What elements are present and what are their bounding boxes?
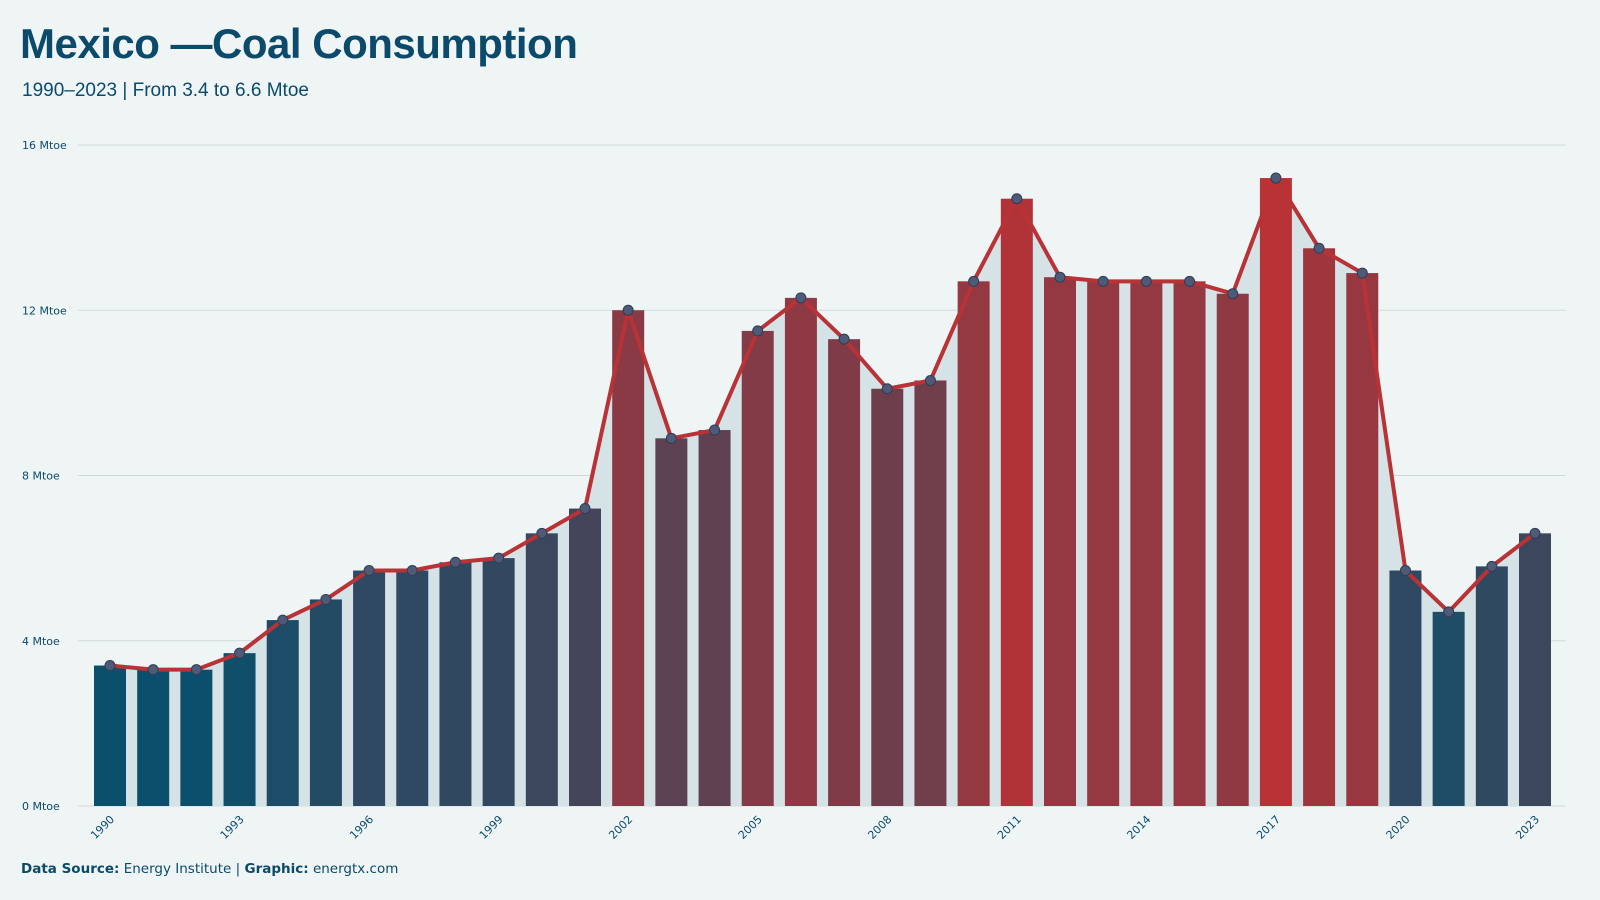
data-point-2003: [665, 432, 677, 444]
x-tick-label: 1996: [347, 813, 376, 842]
x-tick-label: 1990: [88, 813, 117, 842]
bar-2014: [1130, 281, 1163, 806]
data-point-2009: [924, 374, 936, 386]
bar-2005: [741, 330, 774, 806]
data-point-2014: [1140, 275, 1152, 287]
data-point-1992: [190, 664, 202, 676]
bar-1995: [309, 599, 342, 806]
footer: Data Source: Energy Institute | Graphic:…: [21, 861, 398, 877]
bar-1996: [353, 570, 386, 806]
bar-2004: [698, 430, 731, 806]
bar-2018: [1303, 248, 1336, 806]
x-tick-label: 2005: [736, 813, 765, 842]
data-point-1993: [234, 647, 246, 659]
bar-2017: [1259, 178, 1292, 807]
data-point-2002: [622, 304, 634, 316]
data-point-2021: [1443, 606, 1455, 618]
y-tick-label: 4 Mtoe: [22, 635, 60, 648]
data-point-1999: [493, 552, 505, 564]
bar-1997: [396, 570, 429, 806]
data-point-1996: [363, 565, 375, 577]
chart-title: Mexico —Coal Consumption: [20, 20, 578, 67]
x-tick-label: 2020: [1384, 813, 1413, 842]
bar-2006: [784, 297, 817, 806]
data-point-2008: [881, 383, 893, 395]
data-point-2019: [1356, 267, 1368, 279]
data-point-2022: [1486, 560, 1498, 572]
bar-2010: [957, 281, 990, 806]
source-label: Data Source:: [21, 861, 120, 877]
y-tick-label: 12 Mtoe: [22, 304, 67, 317]
bar-2012: [1044, 277, 1076, 806]
bar-2022: [1475, 566, 1508, 806]
bar-2008: [871, 388, 904, 806]
bar-2016: [1216, 293, 1249, 807]
bar-2003: [655, 438, 688, 806]
data-point-2001: [579, 503, 591, 515]
x-tick-label: 2017: [1254, 813, 1283, 842]
data-point-2012: [1054, 271, 1066, 283]
bar-2000: [525, 533, 558, 806]
x-tick-label: 2011: [995, 813, 1024, 842]
bar-2013: [1087, 281, 1120, 806]
bar-2011: [1000, 198, 1033, 807]
data-point-2015: [1184, 275, 1196, 287]
bar-2020: [1389, 570, 1422, 806]
data-point-1990: [104, 660, 116, 672]
bar-2002: [612, 310, 645, 806]
bar-1991: [137, 669, 170, 806]
bar-1999: [482, 558, 515, 806]
bar-1994: [266, 620, 299, 806]
data-point-2018: [1313, 242, 1325, 254]
data-points: [104, 172, 1541, 676]
y-tick-label: 8 Mtoe: [22, 470, 60, 483]
x-axis-ticks: 1990 1993 1996 1999 2002 2005 2008 2011 2014 2017…: [88, 813, 1542, 842]
data-point-2017: [1270, 172, 1282, 184]
data-point-1995: [320, 593, 332, 605]
data-point-2000: [536, 527, 548, 539]
graphic-value: energtx.com: [312, 861, 399, 877]
data-point-2011: [1011, 193, 1023, 205]
data-point-2023: [1529, 527, 1541, 539]
x-tick-label: 2008: [865, 813, 894, 842]
data-point-2004: [709, 424, 721, 436]
bar-2019: [1346, 273, 1379, 807]
data-point-2010: [968, 275, 980, 287]
bar-2001: [569, 508, 601, 806]
x-tick-label: 2014: [1124, 813, 1153, 842]
data-point-2006: [795, 292, 807, 304]
data-point-1998: [449, 556, 461, 568]
data-point-2020: [1399, 565, 1411, 577]
bar-1993: [223, 653, 256, 806]
bar-1990: [94, 665, 126, 806]
bar-2023: [1519, 533, 1551, 806]
footer-separator: |: [235, 861, 241, 877]
bar-2007: [828, 339, 861, 806]
graphic-label: Graphic:: [244, 861, 309, 877]
y-tick-label: 0 Mtoe: [22, 800, 60, 813]
data-point-1994: [277, 614, 289, 626]
data-point-2013: [1097, 275, 1109, 287]
bar-2009: [914, 380, 947, 806]
x-tick-label: 1993: [218, 813, 247, 842]
data-point-1991: [147, 664, 159, 676]
bar-2021: [1432, 611, 1465, 806]
y-axis-ticks: 0 Mtoe 4 Mtoe 8 Mtoe 12 Mtoe 16 Mtoe: [22, 139, 67, 813]
bar-2015: [1173, 281, 1206, 806]
bar-1998: [439, 562, 472, 806]
x-tick-label: 2023: [1513, 813, 1542, 842]
data-point-2007: [838, 333, 850, 345]
data-point-1997: [406, 565, 418, 577]
y-tick-label: 16 Mtoe: [22, 139, 67, 152]
x-tick-label: 1999: [477, 813, 506, 842]
source-value: Energy Institute: [123, 861, 232, 877]
data-point-2016: [1227, 288, 1239, 300]
x-tick-label: 2002: [606, 813, 635, 842]
trend-line: [109, 176, 1537, 672]
data-point-2005: [752, 325, 764, 337]
chart-subtitle: 1990–2023 | From 3.4 to 6.6 Mtoe: [22, 80, 309, 101]
bars: [94, 178, 1551, 807]
bar-1992: [180, 669, 213, 806]
